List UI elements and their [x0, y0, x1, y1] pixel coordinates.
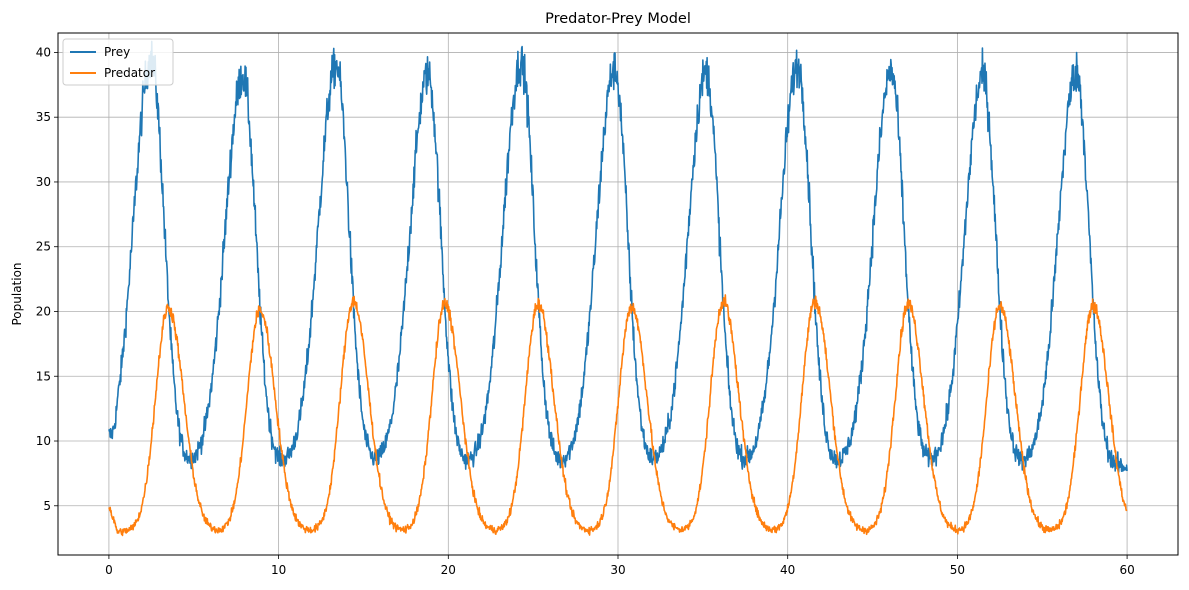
x-tick-label: 50 [950, 563, 965, 577]
grid [58, 33, 1178, 555]
x-tick-label: 20 [441, 563, 456, 577]
x-tick-label: 30 [610, 563, 625, 577]
y-tick-label: 15 [36, 369, 51, 383]
y-tick-label: 30 [36, 175, 51, 189]
predator-series-line [108, 294, 1128, 537]
y-tick-label: 25 [36, 240, 51, 254]
prey-series-line [108, 40, 1128, 473]
x-tick-label: 10 [271, 563, 286, 577]
y-tick-label: 35 [36, 110, 51, 124]
y-tick-label: 5 [43, 499, 51, 513]
series-layer [108, 40, 1128, 537]
legend-prey-label: Prey [104, 45, 130, 59]
ticks: 0 10 20 30 40 50 60 5 10 15 20 25 30 35 40 [36, 45, 1135, 577]
y-axis-label: Population [10, 262, 24, 325]
y-tick-label: 20 [36, 304, 51, 318]
x-tick-label: 40 [780, 563, 795, 577]
legend: Prey Predator [62, 38, 174, 86]
x-tick-label: 0 [105, 563, 113, 577]
x-tick-label: 60 [1119, 563, 1134, 577]
y-tick-label: 10 [36, 434, 51, 448]
y-tick-label: 40 [36, 45, 51, 59]
legend-predator-label: Predator [104, 66, 155, 80]
chart-title: Predator-Prey Model [545, 11, 691, 27]
